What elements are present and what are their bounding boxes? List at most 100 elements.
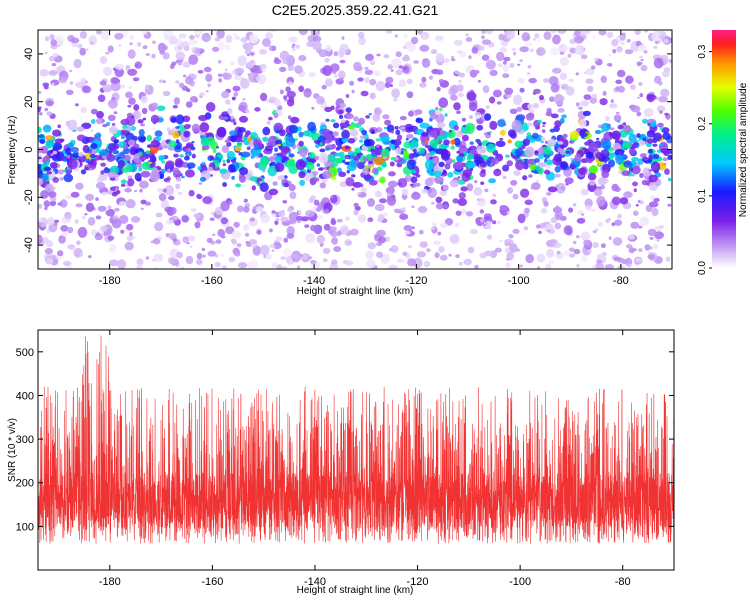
heatmap-cell — [454, 161, 464, 171]
heatmap-cell — [652, 143, 658, 147]
heatmap-cell — [474, 69, 480, 74]
heatmap-cell — [435, 196, 443, 203]
colorbar-ticks: 0.0 0.1 0.2 0.3 — [697, 44, 712, 275]
heatmap-cell — [52, 129, 62, 137]
heatmap-cell — [127, 68, 138, 76]
heatmap-cell — [404, 230, 411, 235]
heatmap-cell — [175, 114, 185, 125]
heatmap-cell — [129, 34, 135, 41]
heatmap-cell — [444, 218, 454, 226]
heatmap-cell — [436, 122, 446, 128]
heatmap-cell — [170, 215, 179, 221]
heatmap-cell — [181, 215, 189, 223]
heatmap-cell — [421, 58, 431, 68]
heatmap-cell — [420, 31, 430, 40]
heatmap-cell — [107, 45, 114, 53]
heatmap-cell — [196, 259, 203, 265]
heatmap-cell — [651, 31, 662, 42]
heatmap-cell — [536, 266, 541, 269]
heatmap-cell — [322, 128, 331, 136]
heatmap-cell — [512, 193, 519, 200]
heatmap-cell — [374, 190, 383, 198]
heatmap-cell — [494, 247, 502, 253]
heatmap-cell — [521, 32, 531, 42]
heatmap-cell — [393, 208, 402, 214]
heatmap-cell — [610, 99, 614, 103]
heatmap-cell — [653, 45, 658, 49]
heatmap-cell — [557, 30, 567, 35]
heatmap-cell — [554, 173, 561, 178]
heatmap-cell — [90, 41, 94, 45]
heatmap-cell — [259, 182, 269, 193]
heatmap-cell — [465, 37, 473, 42]
heatmap-cell — [588, 249, 593, 253]
heatmap-cell — [277, 175, 285, 181]
heatmap-cell — [419, 82, 427, 88]
heatmap-cell — [194, 221, 201, 229]
heatmap-cell — [412, 226, 415, 229]
heatmap-cell — [107, 190, 113, 195]
heatmap-cell — [162, 188, 167, 193]
heatmap-cell — [667, 154, 672, 160]
heatmap-cell — [243, 198, 248, 203]
heatmap-cell — [421, 132, 429, 137]
heatmap-cell — [312, 35, 322, 43]
heatmap-cell — [113, 140, 118, 144]
heatmap-cell — [549, 128, 556, 133]
y-tick-label: 200 — [16, 478, 34, 490]
heatmap-cell — [628, 133, 637, 143]
heatmap-cell — [334, 74, 338, 78]
heatmap-cell — [545, 192, 552, 196]
heatmap-cell — [447, 132, 453, 138]
heatmap-cell — [90, 119, 96, 124]
heatmap-cell — [339, 59, 346, 64]
heatmap-cell — [185, 169, 195, 178]
heatmap-cell — [295, 44, 300, 49]
heatmap-cell — [331, 237, 338, 245]
heatmap-cell — [277, 143, 282, 147]
heatmap-cell — [403, 33, 408, 39]
heatmap-cell — [528, 174, 533, 178]
heatmap-cell — [648, 201, 659, 208]
heatmap-cell — [154, 130, 163, 138]
heatmap-cell — [137, 119, 144, 124]
heatmap-cell — [389, 161, 395, 167]
heatmap-cell — [120, 179, 127, 185]
heatmap-cell — [73, 248, 83, 258]
heatmap-cell — [126, 164, 134, 173]
heatmap-cell — [497, 63, 503, 68]
heatmap-cell — [158, 156, 165, 161]
heatmap-cell — [289, 218, 297, 225]
heatmap-cell — [448, 253, 452, 257]
heatmap-cell — [316, 234, 325, 244]
snr-x-ticks: -180 -160 -140 -120 -100 -80 — [99, 330, 631, 588]
heatmap-cell — [486, 234, 493, 240]
x-tick-label: -100 — [508, 275, 530, 287]
heatmap-cell — [101, 191, 108, 196]
heatmap-cell — [54, 138, 64, 144]
heatmap-cell — [524, 146, 535, 158]
heatmap-cell — [310, 224, 317, 232]
heatmap-cell — [259, 244, 270, 256]
heatmap-cell — [591, 34, 596, 39]
heatmap-cell — [243, 42, 254, 51]
heatmap-cell — [282, 59, 288, 64]
heatmap-cell — [629, 142, 633, 146]
heatmap-cell — [385, 187, 391, 193]
heatmap-cell — [246, 241, 252, 247]
heatmap-cell — [50, 254, 57, 259]
heatmap-cell — [489, 120, 498, 130]
heatmap-cell — [506, 160, 513, 167]
heatmap-cell — [597, 221, 604, 227]
heatmap-cell — [475, 114, 481, 120]
heatmap-cell — [502, 164, 510, 172]
heatmap-cell — [539, 94, 544, 101]
heatmap-cell — [226, 158, 231, 164]
heatmap-cell — [553, 153, 562, 162]
heatmap-cell — [206, 237, 213, 244]
heatmap-cell — [69, 81, 74, 85]
heatmap-cell — [527, 112, 535, 118]
heatmap-cell — [529, 162, 537, 171]
heatmap-cell — [279, 89, 284, 95]
heatmap-cell — [585, 68, 595, 76]
